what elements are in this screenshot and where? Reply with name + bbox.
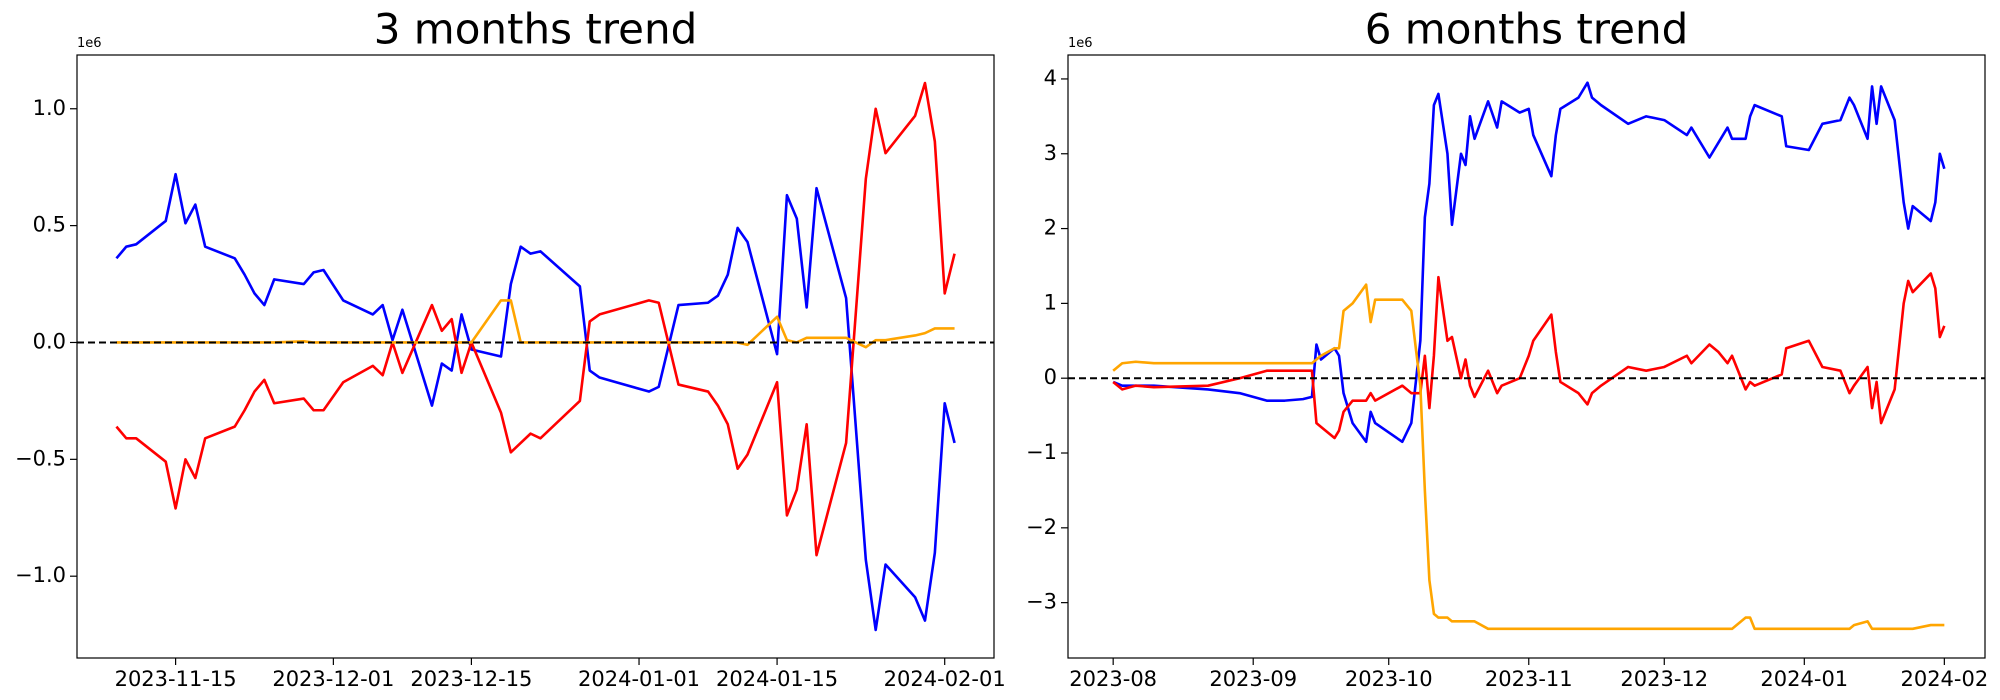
chart-title: 6 months trend	[1365, 5, 1689, 54]
x-tick-label: 2024-01	[1760, 667, 1848, 691]
x-tick-label: 2023-11-15	[115, 667, 237, 691]
chart: 6 months trend 1e6 −3 −2 −1 0 1 2 3 4 2023-08 2023-…	[1026, 5, 1988, 692]
y-tick-label: 2	[1044, 216, 1057, 240]
offset-label: 1e6	[77, 36, 102, 51]
x-tick-label: 2023-08	[1069, 667, 1157, 691]
x-tick-label: 2024-01-15	[716, 667, 838, 691]
series-line	[1112, 272, 1946, 440]
x-tick-label: 2023-12-15	[410, 667, 532, 691]
series-line	[115, 81, 956, 557]
x-tick-label: 2023-12	[1620, 667, 1708, 691]
y-tick-label: 1.0	[33, 96, 66, 120]
chart-title: 3 months trend	[374, 5, 698, 54]
x-tick-label: 2023-09	[1209, 667, 1297, 691]
y-tick-label: 1	[1044, 290, 1057, 314]
series-line	[1112, 81, 1946, 444]
y-tick-label: −0.5	[15, 446, 66, 470]
x-tick-label: 2023-10	[1345, 667, 1433, 691]
y-tick-label: 3	[1044, 141, 1057, 165]
x-tick-label: 2024-01-01	[578, 667, 700, 691]
x-tick-label: 2024-02-01	[884, 667, 1006, 691]
series-line	[1112, 283, 1945, 631]
x-tick-label: 2023-12-01	[272, 667, 394, 691]
y-tick-label: 0.0	[33, 329, 66, 353]
plot-frame	[1067, 54, 1986, 659]
y-tick-label: 4	[1044, 66, 1057, 90]
offset-label: 1e6	[1068, 36, 1093, 51]
plot-frame	[76, 54, 995, 659]
y-tick-label: −3	[1026, 590, 1057, 614]
y-tick-label: 0	[1044, 365, 1057, 389]
y-tick-label: −1.0	[15, 563, 66, 587]
y-tick-label: −2	[1026, 515, 1057, 539]
x-tick-label: 2024-02	[1900, 667, 1988, 691]
series-line	[116, 299, 955, 349]
y-tick-label: −1	[1026, 440, 1057, 464]
y-tick-label: 0.5	[33, 213, 66, 237]
chart: 3 months trend 1e6 −1.0 −0.5 0.0 0.5 1.0 2023-1…	[15, 5, 1006, 692]
series-line	[115, 172, 956, 632]
x-tick-label: 2023-11	[1485, 667, 1573, 691]
